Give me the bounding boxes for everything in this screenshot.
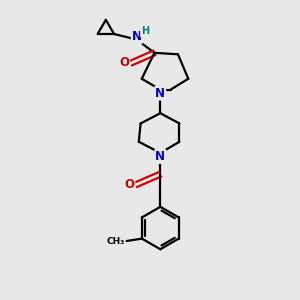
Text: N: N (155, 87, 165, 100)
Text: CH₃: CH₃ (107, 237, 125, 246)
Text: H: H (141, 26, 149, 36)
Text: N: N (155, 150, 165, 163)
Text: O: O (119, 56, 129, 69)
Text: N: N (132, 30, 142, 43)
Text: O: O (124, 178, 134, 191)
